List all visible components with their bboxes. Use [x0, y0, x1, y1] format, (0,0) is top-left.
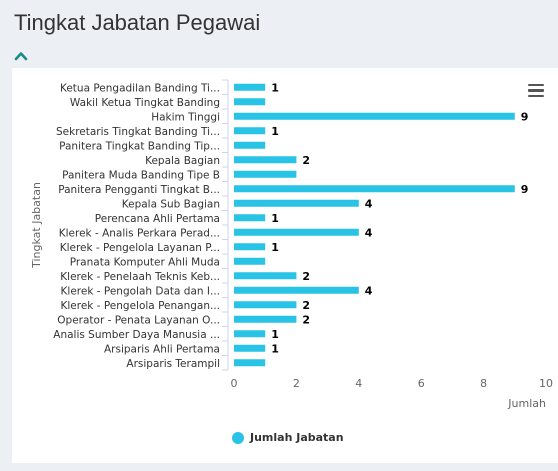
chevron-up-icon[interactable]	[14, 50, 28, 62]
bar	[234, 272, 297, 280]
y-tick-label: Wakil Ketua Tingkat Banding	[70, 97, 220, 109]
bar	[234, 170, 297, 178]
y-tick-label: Klerek - Pengelola Layanan P...	[60, 242, 220, 254]
data-label: 4	[365, 197, 373, 210]
y-tick-label: Klerek - Analis Perkara Perad...	[59, 227, 220, 239]
data-label: 2	[302, 154, 310, 167]
bar	[234, 243, 266, 251]
data-label: 2	[302, 313, 310, 326]
y-tick-label: Klerek - Penelaah Teknis Keb...	[60, 271, 220, 283]
bar	[234, 228, 359, 236]
y-tick-label: Ketua Pengadilan Banding Ti...	[60, 82, 220, 94]
x-tick-label: 0	[231, 377, 238, 390]
x-tick-label: 10	[539, 377, 553, 390]
x-tick-label: 4	[355, 377, 362, 390]
bar	[234, 257, 266, 265]
data-label: 1	[271, 212, 279, 225]
bar	[234, 98, 266, 106]
x-tick-label: 2	[293, 377, 300, 390]
data-label: 4	[365, 226, 373, 239]
y-tick-label: Kepala Bagian	[145, 155, 220, 167]
bar	[234, 214, 266, 222]
bar	[234, 286, 359, 294]
bar	[234, 156, 297, 164]
y-tick-label: Arsiparis Terampil	[126, 358, 220, 370]
legend-label: Jumlah Jabatan	[250, 431, 344, 444]
y-tick-label: Perencana Ahli Pertama	[95, 213, 220, 225]
chart-panel	[12, 68, 558, 463]
data-label: 1	[271, 342, 279, 355]
data-label: 9	[521, 183, 529, 196]
y-tick-label: Kepala Sub Bagian	[122, 198, 220, 210]
bar	[234, 112, 515, 120]
bar	[234, 199, 359, 207]
bar	[234, 127, 266, 135]
bar	[234, 359, 266, 367]
y-tick-label: Panitera Pengganti Tingkat B...	[58, 184, 220, 196]
y-tick-label: Hakim Tinggi	[151, 111, 220, 123]
y-tick-label: Arsiparis Ahli Pertama	[104, 343, 220, 355]
data-label: 1	[271, 81, 279, 94]
bar	[234, 315, 297, 323]
bar	[234, 301, 297, 309]
x-tick-label: 6	[418, 377, 425, 390]
y-tick-label: Klerek - Pengelola Penangan...	[60, 300, 220, 312]
bar	[234, 141, 266, 149]
data-label: 9	[521, 110, 529, 123]
bar	[234, 344, 266, 352]
data-label: 1	[271, 125, 279, 138]
x-axis-title: Jumlah	[507, 397, 546, 410]
data-label: 1	[271, 241, 279, 254]
bar	[234, 185, 515, 193]
y-tick-label: Analis Sumber Daya Manusia ...	[53, 329, 220, 341]
y-tick-label: Operator - Penata Layanan O...	[57, 314, 220, 326]
data-label: 2	[302, 270, 310, 283]
data-label: 2	[302, 299, 310, 312]
x-tick-label: 8	[480, 377, 487, 390]
bar	[234, 330, 266, 338]
page-title: Tingkat Jabatan Pegawai	[14, 10, 261, 35]
legend-item[interactable]: Jumlah Jabatan	[232, 431, 344, 444]
bar	[234, 83, 266, 91]
legend-marker	[232, 431, 244, 444]
y-tick-label: Sekretaris Tingkat Banding Ti...	[56, 126, 220, 138]
y-tick-label: Pranata Komputer Ahli Muda	[70, 256, 220, 268]
y-tick-label: Panitera Tingkat Banding Tip...	[59, 140, 220, 152]
y-tick-label: Panitera Muda Banding Tipe B	[62, 169, 220, 181]
y-tick-label: Klerek - Pengolah Data dan I...	[61, 285, 220, 297]
data-label: 4	[365, 284, 373, 297]
hamburger-menu-icon[interactable]	[528, 84, 544, 98]
y-axis-title: Tingkat Jabatan	[30, 182, 43, 269]
data-label: 1	[271, 328, 279, 341]
